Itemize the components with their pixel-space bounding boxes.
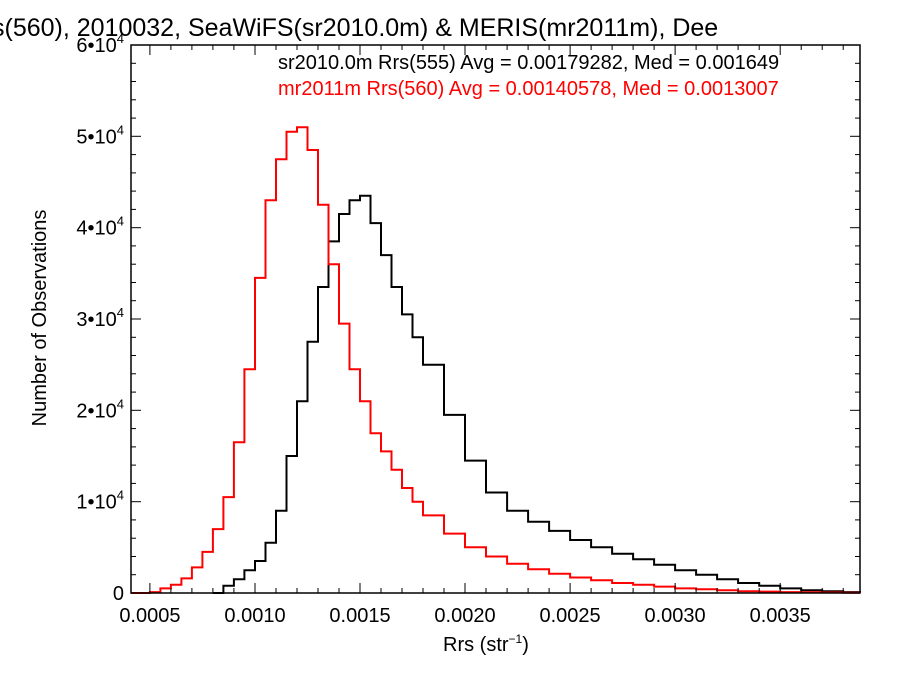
x-axis-label-sup: −1	[509, 632, 523, 646]
y-tick-label: 2•104	[76, 396, 124, 422]
x-tick-label: 0.0010	[224, 605, 285, 627]
x-axis-label-end: )	[522, 634, 529, 656]
x-tick-label: 0.0020	[434, 605, 495, 627]
x-axis-label-main: Rrs (str	[443, 634, 509, 656]
y-tick-label: 5•104	[76, 122, 124, 148]
x-tick-label: 0.0025	[540, 605, 601, 627]
y-tick-label: 6•104	[76, 31, 124, 57]
x-axis-label: Rrs (str−1)	[443, 632, 529, 656]
x-tick-label: 0.0005	[119, 605, 180, 627]
x-tick-label: 0.0015	[329, 605, 390, 627]
y-tick-label: 0	[113, 583, 124, 605]
x-tick-label: 0.0030	[645, 605, 706, 627]
x-tick-label: 0.0035	[750, 605, 811, 627]
chart-title: s(560), 2010032, SeaWiFS(sr2010.0m) & ME…	[0, 14, 718, 42]
annotation-red: mr2011m Rrs(560) Avg = 0.00140578, Med =…	[278, 78, 779, 100]
y-tick-label: 1•104	[76, 488, 124, 514]
annotation-black: sr2010.0m Rrs(555) Avg = 0.00179282, Med…	[278, 52, 779, 74]
series-line-0	[212, 194, 861, 594]
ticks-layer: 0.0005 0.0010 0.0015 0.0020 0.0025 0.0030 0.00…	[76, 31, 860, 627]
series-layer	[131, 126, 861, 594]
y-axis-label: Number of Observations	[29, 210, 51, 427]
y-tick-label: 4•104	[76, 214, 124, 240]
plot-area: 0.0005 0.0010 0.0015 0.0020 0.0025 0.0030 0.00…	[76, 31, 861, 627]
series-line-1	[131, 126, 861, 594]
plot-frame	[130, 44, 861, 594]
y-tick-label: 3•104	[76, 305, 124, 331]
